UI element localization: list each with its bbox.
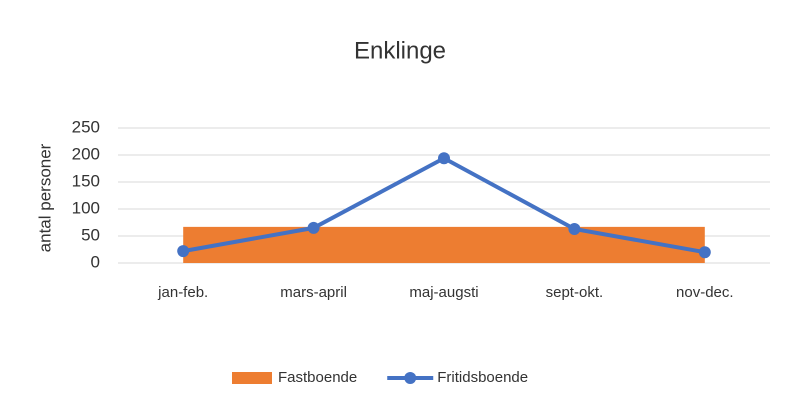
legend-swatch (232, 372, 272, 384)
x-tick-label: mars-april (280, 284, 347, 301)
x-tick-label: maj-augsti (409, 284, 478, 301)
chart-title: Enklinge (354, 37, 446, 64)
marker (568, 222, 581, 235)
marker (698, 246, 711, 259)
legend-swatch (404, 372, 417, 384)
y-tick-label: 200 (72, 144, 100, 163)
y-tick-label: 250 (72, 117, 100, 136)
legend-label: Fritidsboende (437, 369, 528, 386)
legend-label: Fastboende (278, 369, 357, 386)
marker (177, 245, 190, 258)
marker (307, 221, 320, 234)
y-tick-label: 0 (91, 252, 100, 271)
y-tick-label: 150 (72, 171, 100, 190)
y-tick-label: 50 (81, 225, 100, 244)
x-tick-label: nov-dec. (676, 284, 734, 301)
x-tick-label: sept-okt. (546, 284, 604, 301)
x-tick-label: jan-feb. (157, 284, 208, 301)
area (183, 226, 705, 263)
y-tick-label: 100 (72, 198, 100, 217)
marker (438, 152, 450, 165)
y-axis-label: antal personer (35, 143, 54, 252)
